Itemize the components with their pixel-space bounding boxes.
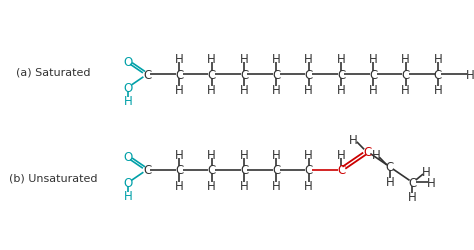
Text: H: H (207, 53, 216, 66)
Text: C: C (208, 68, 216, 82)
Text: O: O (123, 82, 133, 94)
Text: H: H (337, 84, 346, 97)
Text: C: C (364, 146, 372, 158)
Text: C: C (337, 164, 345, 176)
Text: H: H (272, 148, 281, 161)
Text: C: C (386, 161, 394, 174)
Text: H: H (337, 53, 346, 66)
Text: H: H (272, 53, 281, 66)
Text: C: C (240, 164, 248, 176)
Text: H: H (175, 84, 184, 97)
Text: H: H (427, 176, 436, 189)
Text: H: H (304, 148, 313, 161)
Text: H: H (372, 149, 380, 162)
Text: H: H (304, 179, 313, 192)
Text: O: O (123, 176, 133, 190)
Text: C: C (143, 68, 151, 82)
Text: H: H (240, 179, 248, 192)
Text: H: H (337, 148, 346, 161)
Text: H: H (434, 84, 442, 97)
Text: H: H (272, 179, 281, 192)
Text: H: H (240, 84, 248, 97)
Text: H: H (369, 53, 378, 66)
Text: H: H (401, 53, 410, 66)
Text: H: H (175, 53, 184, 66)
Text: C: C (208, 164, 216, 176)
Text: H: H (369, 84, 378, 97)
Text: C: C (240, 68, 248, 82)
Text: H: H (272, 84, 281, 97)
Text: C: C (401, 68, 410, 82)
Text: C: C (272, 164, 281, 176)
Text: C: C (272, 68, 281, 82)
Text: H: H (175, 148, 184, 161)
Text: H: H (124, 94, 132, 108)
Text: C: C (408, 176, 417, 189)
Text: C: C (175, 68, 183, 82)
Text: H: H (240, 148, 248, 161)
Text: H: H (401, 84, 410, 97)
Text: C: C (434, 68, 442, 82)
Text: C: C (143, 164, 151, 176)
Text: H: H (466, 68, 474, 82)
Text: H: H (304, 84, 313, 97)
Text: O: O (123, 56, 133, 68)
Text: H: H (207, 148, 216, 161)
Text: C: C (369, 68, 377, 82)
Text: (b) Unsaturated: (b) Unsaturated (9, 172, 98, 182)
Text: H: H (304, 53, 313, 66)
Text: C: C (305, 164, 313, 176)
Text: (a) Saturated: (a) Saturated (16, 68, 91, 78)
Text: H: H (240, 53, 248, 66)
Text: H: H (408, 191, 417, 203)
Text: H: H (434, 53, 442, 66)
Text: H: H (207, 179, 216, 192)
Text: O: O (123, 150, 133, 164)
Text: H: H (422, 166, 431, 178)
Text: C: C (337, 68, 345, 82)
Text: H: H (349, 134, 358, 146)
Text: C: C (305, 68, 313, 82)
Text: H: H (385, 175, 394, 188)
Text: C: C (175, 164, 183, 176)
Text: H: H (124, 190, 132, 202)
Text: H: H (175, 179, 184, 192)
Text: H: H (207, 84, 216, 97)
